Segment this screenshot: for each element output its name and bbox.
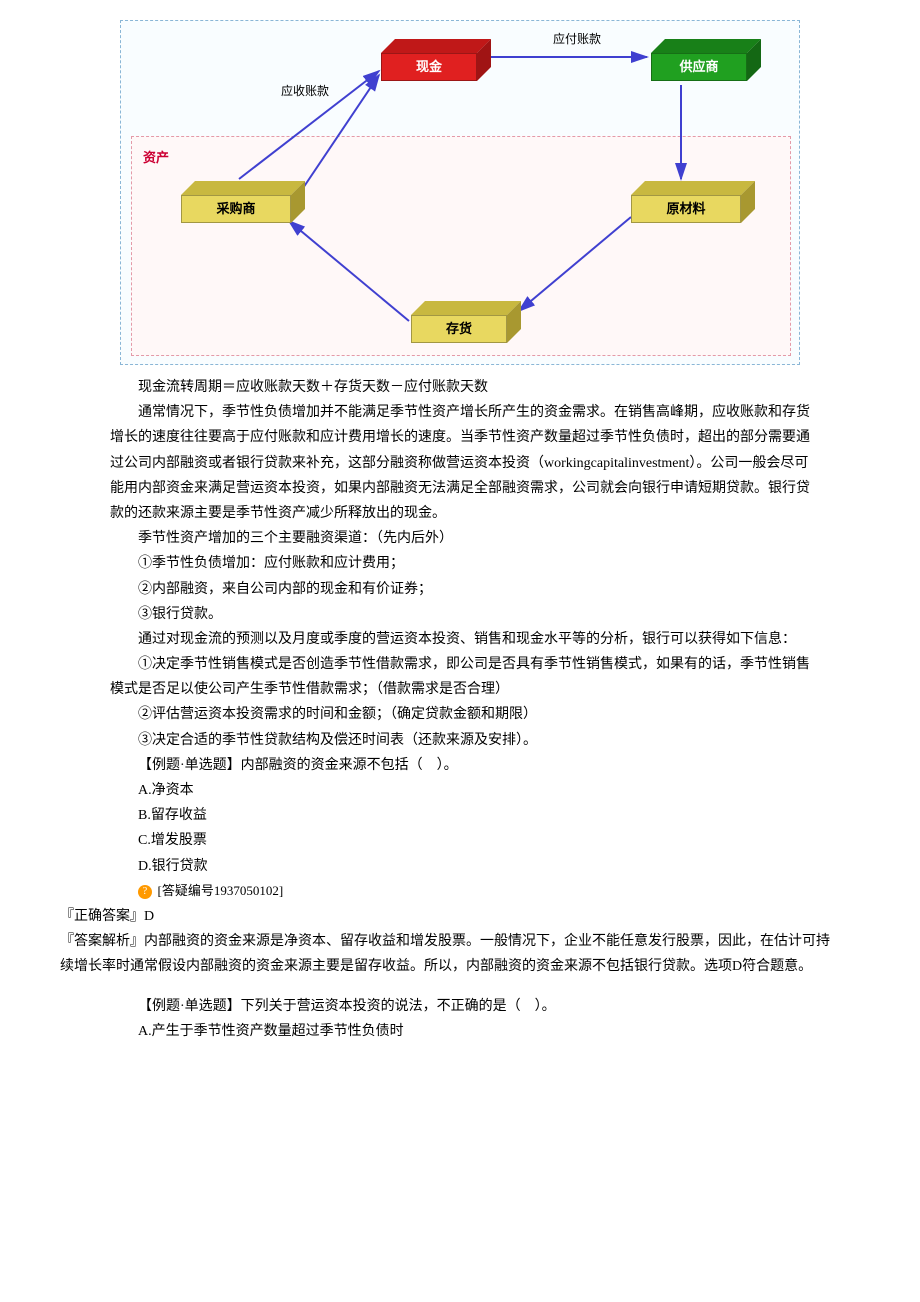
q2-opt-a: A.产生于季节性资产数量超过季节性负债时 <box>110 1019 810 1044</box>
channel-2: ②内部融资，来自公司内部的现金和有价证券； <box>110 577 810 602</box>
cash-cycle-diagram: 资产 应付账款 应收账款 现金 供应商 采购商 原材料 存 <box>120 20 800 365</box>
edge-label-payable: 应付账款 <box>553 29 601 51</box>
q1-stem: 【例题·单选题】内部融资的资金来源不包括（ ）。 <box>110 753 810 778</box>
node-supplier: 供应商 <box>651 39 761 81</box>
para-bankinfo-intro: 通过对现金流的预测以及月度或季度的营运资本投资、销售和现金水平等的分析，银行可以… <box>110 627 810 652</box>
channel-3: ③银行贷款。 <box>110 602 810 627</box>
q1-explanation: 『答案解析』内部融资的资金来源是净资本、留存收益和增发股票。一般情况下，企业不能… <box>60 929 830 979</box>
node-stock: 存货 <box>411 301 521 343</box>
para-channels-intro: 季节性资产增加的三个主要融资渠道：（先内后外） <box>110 526 810 551</box>
channel-1: ①季节性负债增加：应付账款和应计费用； <box>110 551 810 576</box>
bankinfo-2: ②评估营运资本投资需求的时间和金额；（确定贷款金额和期限） <box>110 702 810 727</box>
q1-opt-a: A.净资本 <box>110 778 810 803</box>
q1-opt-c: C.增发股票 <box>110 828 810 853</box>
question-icon: ? <box>138 885 152 899</box>
q2-stem: 【例题·单选题】下列关于营运资本投资的说法，不正确的是（ ）。 <box>110 994 810 1019</box>
asset-label: 资产 <box>143 146 169 169</box>
node-cash: 现金 <box>381 39 491 81</box>
q1-id: [答疑编号1937050102] <box>158 883 284 898</box>
q1-answer: 『正确答案』D <box>60 904 830 929</box>
q1-opt-d: D.银行贷款 <box>110 854 810 879</box>
bankinfo-1: ①决定季节性销售模式是否创造季节性借款需求，即公司是否具有季节性销售模式，如果有… <box>110 652 810 702</box>
formula-cash-cycle: 现金流转周期＝应收账款天数＋存货天数－应付账款天数 <box>110 375 810 400</box>
para-explain: 通常情况下，季节性负债增加并不能满足季节性资产增长所产生的资金需求。在销售高峰期… <box>110 400 810 526</box>
q1-opt-b: B.留存收益 <box>110 803 810 828</box>
node-material: 原材料 <box>631 181 755 223</box>
bankinfo-3: ③决定合适的季节性贷款结构及偿还时间表（还款来源及安排）。 <box>110 728 810 753</box>
q1-id-row: ? [答疑编号1937050102] <box>110 879 810 904</box>
edge-label-receivable: 应收账款 <box>281 81 329 103</box>
node-buyer: 采购商 <box>181 181 305 223</box>
